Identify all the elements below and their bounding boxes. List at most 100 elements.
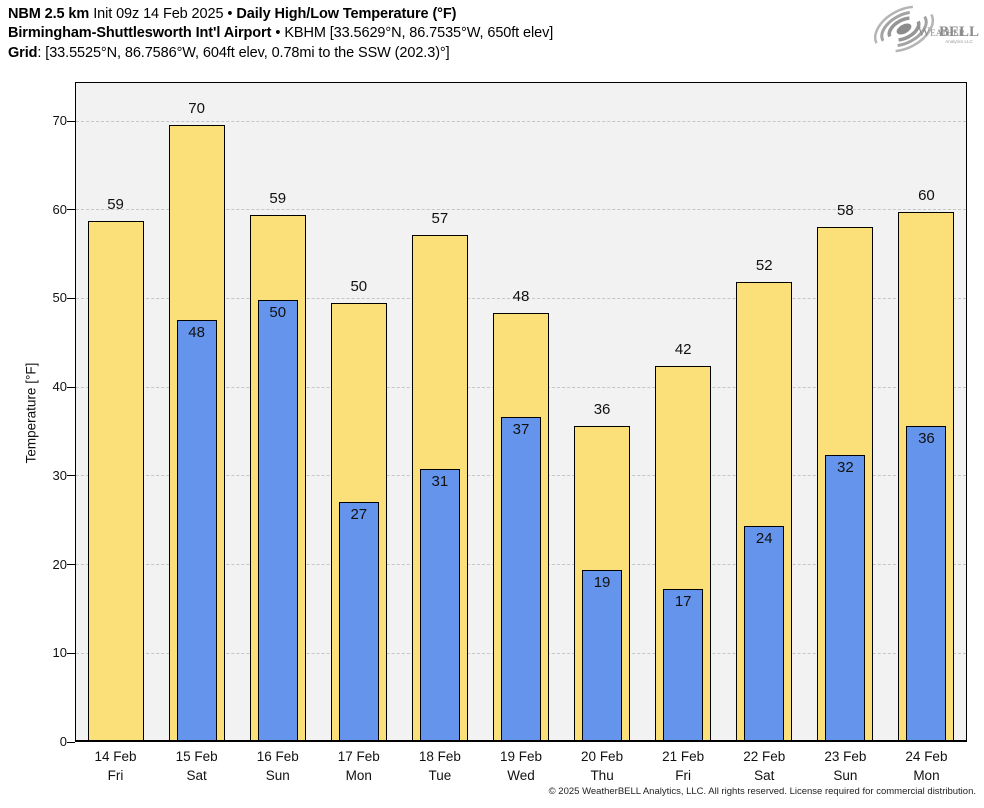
low-value-label: 36 [918, 430, 935, 448]
x-axis-label: 23 Feb Sun [805, 748, 886, 785]
x-label-date: 15 Feb [175, 749, 218, 764]
x-axis-label: 17 Feb Mon [318, 748, 399, 785]
gridline-70 [76, 120, 966, 122]
low-value-label: 27 [350, 505, 368, 523]
y-tick-mark [67, 209, 75, 211]
x-axis-label: 22 Feb Sat [724, 748, 805, 785]
hurricane-swirl-icon: Weather BELL Analytics LLC [873, 5, 979, 53]
x-label-day: Fri [675, 767, 692, 783]
low-bar [419, 468, 460, 742]
station-info: KBHM [33.5629°N, 86.7535°W, 650ft elev] [284, 25, 554, 42]
y-tick-mark [67, 564, 75, 566]
y-tick-mark [67, 386, 75, 388]
x-label-day: Sat [186, 767, 207, 783]
low-bar [338, 501, 379, 742]
high-value-label: 36 [593, 401, 611, 419]
low-bar [257, 300, 298, 742]
x-axis-label: 15 Feb Sat [156, 748, 237, 785]
x-label-day: Mon [345, 767, 372, 783]
x-axis-line [75, 740, 967, 742]
high-value-label: 57 [431, 209, 449, 227]
x-axis-label: 20 Feb Thu [562, 748, 643, 785]
init-time: Init 09z 14 Feb 2025 [93, 6, 224, 22]
x-label-date: 18 Feb [418, 749, 461, 764]
high-value-label: 58 [837, 202, 854, 220]
x-label-day: Mon [913, 767, 940, 783]
station-name: Birmingham-Shuttlesworth Int'l Airport [8, 25, 272, 42]
y-tick-label: 0 [59, 734, 67, 749]
low-value-label: 48 [188, 323, 205, 341]
y-tick-label: 50 [52, 290, 67, 306]
x-label-date: 21 Feb [662, 749, 705, 764]
low-value-label: 17 [674, 593, 692, 611]
header-line-1: NBM 2.5 km Init 09z 14 Feb 2025 • Daily Hig… [8, 5, 553, 24]
low-value-label: 19 [593, 573, 611, 591]
x-label-date: 24 Feb [905, 749, 948, 764]
product-title: Daily High/Low Temperature (°F) [236, 6, 457, 22]
x-axis-label: 16 Feb Sun [237, 748, 318, 785]
x-label-day: Sun [265, 767, 290, 783]
copyright-text: © 2025 WeatherBELL Analytics, LLC. All r… [548, 786, 976, 797]
header-line-2: Birmingham-Shuttlesworth Int'l Airport • K… [8, 24, 553, 43]
x-axis-label: 19 Feb Wed [480, 748, 561, 785]
x-label-date: 19 Feb [499, 749, 542, 764]
x-label-day: Thu [590, 767, 614, 783]
low-bar [744, 526, 785, 742]
y-tick-label: 30 [52, 467, 67, 483]
y-tick-mark [67, 475, 75, 477]
x-label-date: 23 Feb [824, 749, 867, 764]
gridline-50 [76, 297, 966, 299]
weatherbell-logo: Weather BELL Analytics LLC [868, 2, 980, 58]
high-value-label: 48 [512, 287, 530, 305]
y-tick-mark [67, 120, 75, 122]
x-label-day: Tue [428, 767, 452, 783]
low-bar [663, 589, 704, 742]
x-axis-label: 21 Feb Fri [643, 748, 724, 785]
high-value-label: 52 [755, 256, 773, 274]
logo-weather-text: Weather [918, 24, 965, 39]
x-label-date: 17 Feb [337, 749, 380, 764]
low-bar [501, 417, 541, 742]
low-bar [825, 455, 866, 742]
grid-label: Grid [8, 44, 38, 61]
logo-subtitle-text: Analytics LLC [945, 39, 973, 44]
y-tick-label: 60 [52, 201, 67, 217]
model-name: NBM 2.5 km [8, 6, 90, 22]
x-axis-label: 18 Feb Tue [399, 748, 480, 785]
x-label-day: Wed [507, 767, 535, 783]
separator-dot: • [227, 6, 233, 22]
y-tick-mark [67, 741, 75, 743]
x-label-date: 16 Feb [256, 749, 299, 764]
y-tick-label: 40 [52, 379, 67, 395]
low-bar [582, 569, 623, 742]
high-value-label: 50 [350, 277, 368, 295]
y-tick-label: 10 [52, 645, 67, 661]
x-label-date: 20 Feb [581, 749, 624, 764]
high-value-label: 60 [918, 186, 935, 204]
y-tick-label: 20 [52, 556, 67, 572]
high-bar [87, 221, 144, 742]
y-tick-mark [67, 652, 75, 654]
y-tick-label: 70 [52, 113, 67, 129]
grid-info: : [33.5525°N, 86.7586°W, 604ft elev, 0.7… [37, 44, 450, 61]
x-axis-label: 24 Feb Mon [886, 748, 967, 785]
separator-dot: • [275, 25, 281, 42]
chart-header: NBM 2.5 km Init 09z 14 Feb 2025 • Daily Hig… [8, 5, 553, 63]
x-label-day: Fri [107, 767, 124, 783]
header-line-3: Grid: [33.5525°N, 86.7586°W, 604ft elev,… [8, 44, 553, 63]
x-label-date: 14 Feb [94, 749, 137, 764]
logo-bell-text: BELL [939, 24, 979, 40]
x-label-day: Sun [833, 767, 858, 783]
x-label-date: 22 Feb [743, 749, 786, 764]
low-value-label: 31 [431, 472, 449, 490]
high-value-label: 59 [107, 196, 124, 214]
x-label-day: Sat [754, 767, 775, 783]
high-value-label: 59 [269, 190, 287, 208]
low-value-label: 50 [269, 304, 287, 322]
high-value-label: 42 [674, 340, 692, 358]
gridline-60 [76, 209, 966, 211]
low-bar [176, 319, 217, 742]
low-value-label: 37 [512, 421, 530, 439]
y-tick-mark [67, 297, 75, 299]
